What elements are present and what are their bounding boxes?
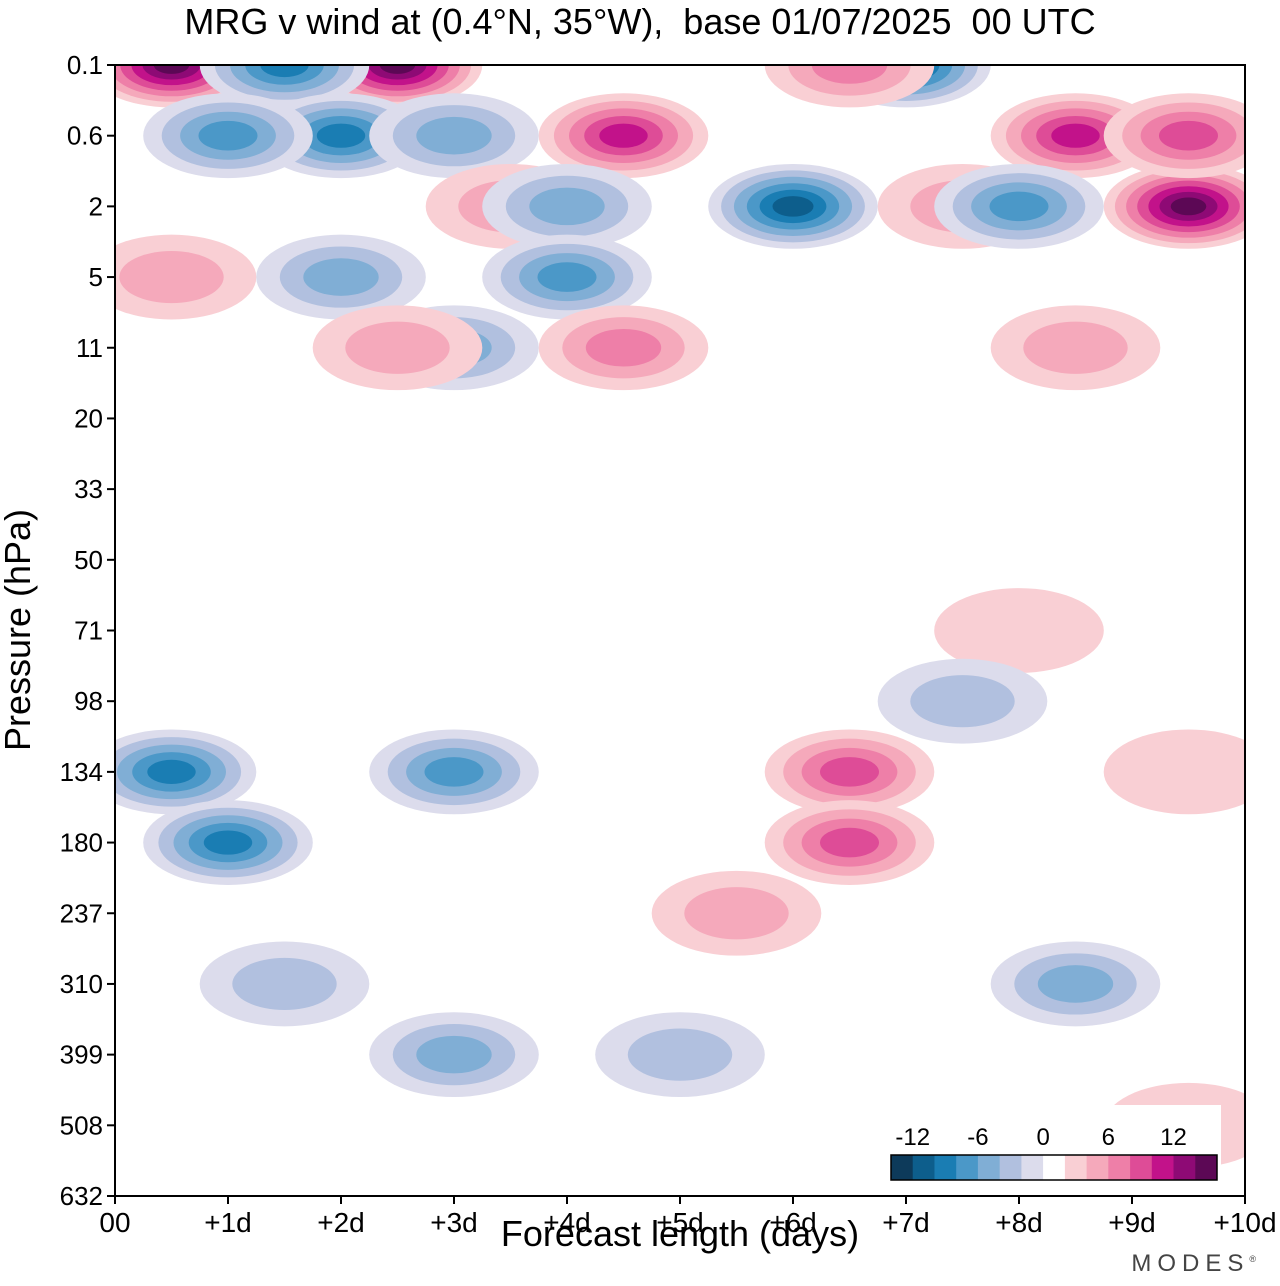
colorbar-swatch: [1086, 1155, 1109, 1180]
colorbar-swatch: [1043, 1155, 1066, 1180]
contour-field: [115, 65, 1245, 1196]
contour-region-28-level-2: [416, 1035, 492, 1074]
colorbar-swatch: [912, 1155, 935, 1180]
y-tick-label: 11: [76, 333, 103, 363]
contour-region-33-level-1: [627, 1028, 733, 1081]
y-tick-label: 310: [60, 969, 103, 999]
contour-region-32-level-2: [1037, 965, 1114, 1003]
contour-region-4-level-3: [198, 120, 258, 151]
colorbar-swatch: [999, 1155, 1022, 1180]
colorbar-label: 6: [1102, 1124, 1115, 1151]
colorbar-swatch: [1021, 1155, 1044, 1180]
contour-region-6-level-4: [599, 123, 648, 148]
colorbar-swatch: [891, 1155, 914, 1180]
y-axis-label: Pressure (hPa): [0, 508, 38, 752]
colorbar-swatch: [1173, 1155, 1196, 1180]
contour-region-13-level-6: [1170, 197, 1207, 216]
colorbar-swatch: [1108, 1155, 1131, 1180]
contour-region-31-level-1: [684, 887, 789, 940]
contour-region-16-level-3: [989, 191, 1049, 222]
contour-region-17-level-3: [537, 262, 597, 292]
colorbar-swatch: [1151, 1155, 1174, 1180]
x-tick-label: +1d: [204, 1207, 252, 1238]
y-tick-label: 134: [60, 757, 103, 787]
contour-region-26-level-4: [203, 830, 253, 855]
y-tick-label: 50: [74, 545, 103, 575]
contour-region-5-level-2: [416, 116, 492, 155]
y-tick-label: 180: [60, 828, 103, 858]
contour-region-1-level-6: [379, 65, 416, 74]
colorbar-swatch: [956, 1155, 979, 1180]
y-tick-label: 399: [60, 1040, 103, 1070]
contour-region-35-level-0: [1103, 729, 1245, 815]
y-tick-label: 98: [74, 686, 103, 716]
x-tick-label: +5d: [656, 1207, 704, 1238]
brand-logo: MODES®: [1131, 1250, 1256, 1278]
brand-name: MODES: [1131, 1250, 1250, 1277]
colorbar-swatch: [1064, 1155, 1088, 1180]
x-tick-label: +9d: [1108, 1207, 1156, 1238]
y-tick-label: 5: [89, 262, 103, 292]
contour-region-9-level-5: [772, 196, 814, 217]
contour-region-2-level-4: [260, 65, 309, 78]
colorbar-label: 0: [1036, 1124, 1049, 1151]
colorbar-swatch: [934, 1155, 957, 1180]
contour-region-20-level-1: [119, 250, 224, 304]
contour-region-22-level-2: [585, 328, 662, 367]
contour-region-24-level-3: [424, 757, 484, 787]
y-tick-label: 0.6: [67, 121, 103, 151]
y-tick-label: 2: [89, 191, 103, 221]
contour-region-18-level-2: [303, 258, 379, 296]
colorbar-swatch: [1130, 1155, 1153, 1180]
x-tick-label: +8d: [995, 1207, 1043, 1238]
chart-title: MRG v wind at (0.4°N, 35°W), base 01/07/…: [184, 1, 1096, 42]
brand-mark: ®: [1249, 1254, 1256, 1264]
y-tick-label: 71: [74, 616, 103, 646]
x-tick-label: +7d: [882, 1207, 930, 1238]
y-tick-label: 0.1: [67, 50, 103, 80]
contour-region-29-level-3: [820, 757, 879, 787]
contour-region-8-level-2: [529, 187, 605, 226]
contour-region-23-level-1: [1023, 321, 1128, 374]
contour-region-21-level-1: [345, 321, 450, 374]
colorbar-frame: [890, 1154, 1218, 1181]
y-tick-label: 508: [60, 1110, 103, 1140]
x-tick-label: +6d: [769, 1207, 817, 1238]
contour-region-3-level-4: [316, 123, 366, 148]
colorbar-swatch: [977, 1155, 1001, 1180]
contour-region-14-level-3: [1159, 120, 1218, 151]
x-tick-label: +10d: [1213, 1207, 1276, 1238]
y-tick-label: 632: [60, 1181, 103, 1211]
x-tick-label: +2d: [317, 1207, 365, 1238]
colorbar-label: -6: [967, 1124, 988, 1151]
contour-region-27-level-1: [232, 957, 337, 1011]
colorbar-label: 12: [1160, 1124, 1187, 1151]
contour-region-12-level-4: [1051, 123, 1100, 148]
contour-region-0-level-6: [153, 65, 190, 74]
colorbar-swatch: [1195, 1155, 1218, 1180]
y-tick-label: 20: [74, 403, 103, 433]
colorbar-label: -12: [895, 1124, 930, 1151]
contour-region-30-level-3: [820, 827, 879, 858]
y-tick-label: 33: [74, 474, 103, 504]
x-tick-label: +4d: [543, 1207, 591, 1238]
x-axis-label: Forecast length (days): [500, 1213, 860, 1254]
contour-region-37-level-1: [910, 675, 1015, 728]
x-tick-label: 00: [99, 1207, 130, 1238]
x-tick-label: +3d: [430, 1207, 478, 1238]
y-tick-label: 237: [60, 898, 103, 928]
contour-region-11-level-2: [811, 65, 888, 84]
contour-region-36-level-0: [934, 588, 1104, 673]
contour-region-25-level-4: [147, 759, 196, 784]
